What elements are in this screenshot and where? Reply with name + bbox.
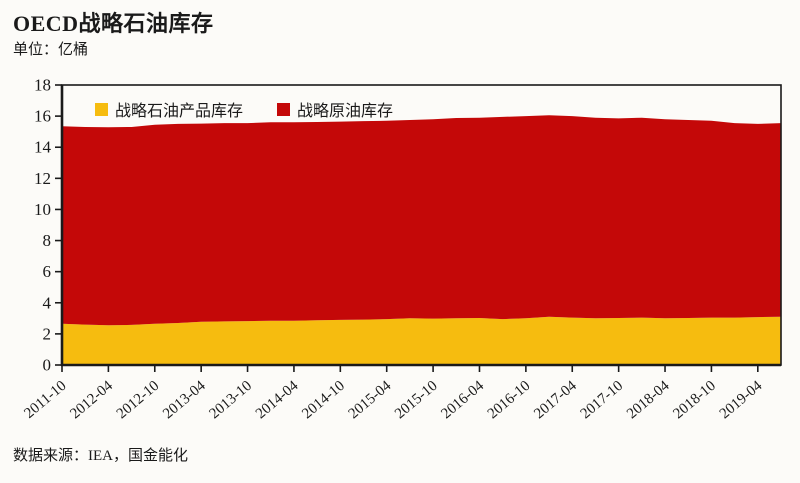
x-tick-label: 2017-10: [578, 378, 627, 422]
x-tick-label: 2011-10: [21, 378, 69, 422]
x-tick-label: 2012-10: [114, 378, 163, 422]
x-tick-label: 2013-04: [160, 377, 209, 422]
y-tick-label: 6: [43, 262, 52, 281]
product-stock-area: [62, 316, 781, 365]
crude-legend-swatch-icon: [277, 102, 291, 116]
y-tick-label: 14: [34, 138, 52, 157]
x-tick-label: 2015-04: [346, 377, 395, 422]
x-tick-label: 2018-04: [624, 377, 673, 422]
data-source-note: 数据来源：IEA，国金能化: [13, 448, 188, 464]
legend-item-product: 战略石油产品库存: [95, 97, 243, 121]
legend-label-product: 战略石油产品库存: [115, 103, 244, 120]
y-tick-label: 16: [34, 107, 51, 126]
y-tick-label: 4: [43, 293, 52, 312]
x-tick-label: 2016-10: [485, 378, 534, 422]
y-tick-label: 12: [34, 169, 51, 188]
crude-stock-area: [62, 115, 781, 326]
y-tick-label: 18: [34, 76, 51, 95]
legend-item-crude: 战略原油库存: [277, 97, 393, 121]
page-title: OECD战略石油库存: [13, 11, 214, 36]
unit-label: 单位：亿桶: [13, 42, 89, 58]
x-tick-label: 2016-04: [438, 377, 487, 422]
x-tick-label: 2013-10: [207, 378, 256, 422]
x-tick-label: 2017-04: [531, 377, 580, 422]
product-legend-swatch-icon: [95, 102, 108, 116]
y-tick-label: 0: [43, 356, 52, 375]
x-tick-label: 2019-04: [717, 377, 766, 422]
y-tick-label: 8: [43, 231, 52, 250]
x-tick-label: 2018-10: [670, 378, 719, 422]
y-tick-label: 10: [34, 200, 51, 219]
chart-legend: 战略石油产品库存 战略原油库存: [95, 97, 393, 121]
x-tick-label: 2014-04: [253, 377, 302, 422]
x-tick-label: 2014-10: [299, 378, 348, 422]
x-tick-label: 2012-04: [67, 377, 116, 422]
x-tick-label: 2015-10: [392, 378, 441, 422]
legend-label-crude: 战略原油库存: [297, 103, 394, 120]
y-tick-label: 2: [43, 324, 52, 343]
